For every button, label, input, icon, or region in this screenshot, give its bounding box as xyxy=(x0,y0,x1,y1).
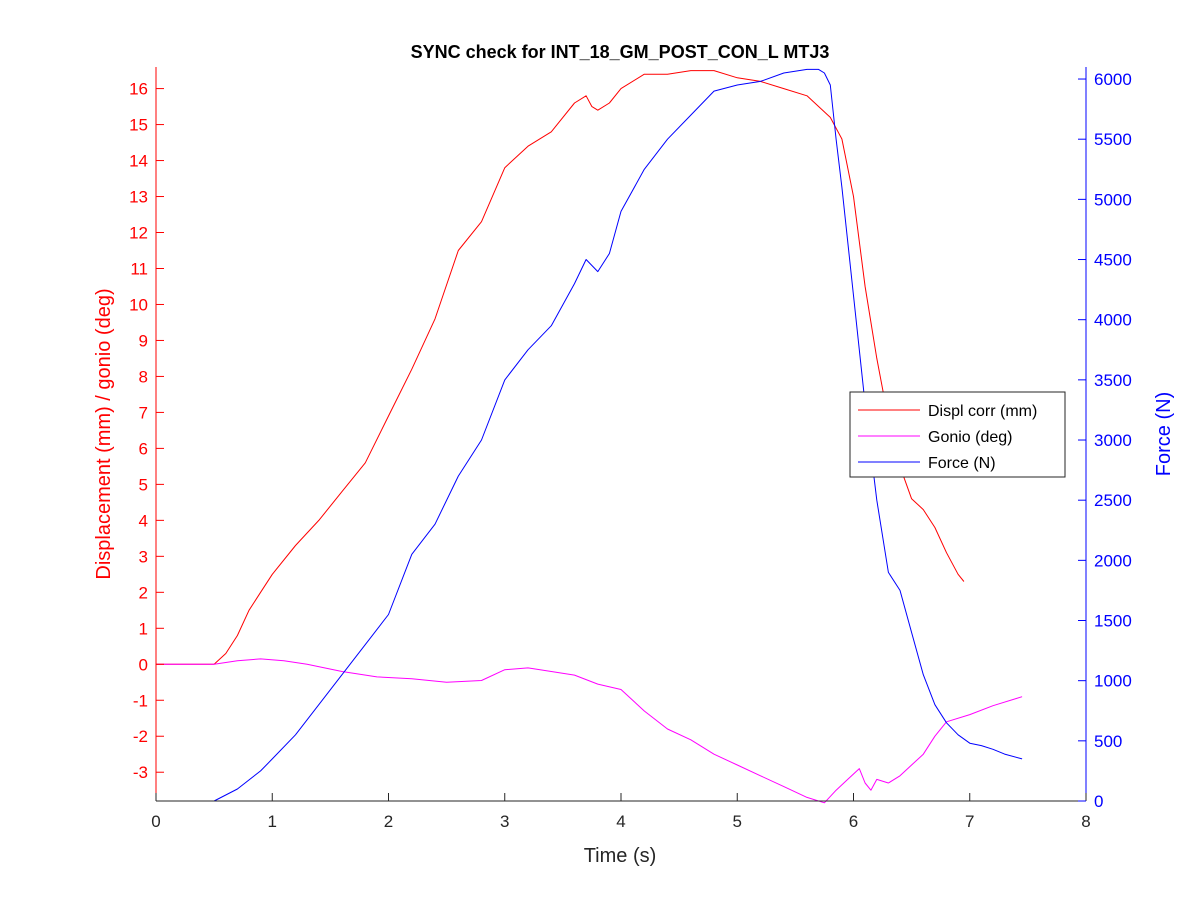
left-y-tick-label: 13 xyxy=(129,188,148,207)
right-y-tick-label: 3000 xyxy=(1094,431,1132,450)
legend-label-displ: Displ corr (mm) xyxy=(928,403,1037,420)
axes: 0 1 2 3 4 5 6 7 8-3-2-10123456789101112131415160… xyxy=(129,67,1132,831)
right-y-tick-label: 1000 xyxy=(1094,672,1132,691)
x-tick-label: 5 xyxy=(733,812,742,831)
left-y-tick-label: 10 xyxy=(129,295,148,314)
series-line-1 xyxy=(156,658,1023,804)
left-y-tick-label: 12 xyxy=(129,224,148,243)
left-y-tick-label: -2 xyxy=(133,727,148,746)
left-y-tick-label: 15 xyxy=(129,116,148,135)
legend-label-gonio: Gonio (deg) xyxy=(928,429,1013,446)
legend-box xyxy=(849,391,1066,478)
legend-label-force: Force (N) xyxy=(928,455,996,472)
x-tick-label: 0 xyxy=(151,812,160,831)
left-y-tick-label: 5 xyxy=(139,475,148,494)
left-y-tick-label: -3 xyxy=(133,763,148,782)
x-tick-label: 3 xyxy=(500,812,509,831)
left-y-tick-label: 9 xyxy=(139,331,148,350)
x-tick-label: 7 xyxy=(965,812,974,831)
left-y-tick-label: -1 xyxy=(133,691,148,710)
left-y-tick-label: 7 xyxy=(139,403,148,422)
left-y-tick-label: 2 xyxy=(139,583,148,602)
left-y-tick-label: 3 xyxy=(139,547,148,566)
x-tick-label: 8 xyxy=(1081,812,1090,831)
chart-title: SYNC check for INT_18_GM_POST_CON_L MTJ3 xyxy=(411,42,830,62)
left-y-tick-label: 0 xyxy=(139,655,148,674)
right-y-tick-label: 0 xyxy=(1094,792,1103,811)
left-y-tick-label: 8 xyxy=(139,367,148,386)
series-line-2 xyxy=(156,68,1023,802)
legend: Displ corr (mm) Gonio (deg) Force (N) xyxy=(849,391,1066,478)
x-tick-label: 4 xyxy=(616,812,625,831)
right-y-tick-label: 3500 xyxy=(1094,371,1132,390)
left-y-tick-label: 4 xyxy=(139,511,148,530)
right-y-tick-label: 2500 xyxy=(1094,491,1132,510)
right-y-tick-label: 5000 xyxy=(1094,190,1132,209)
left-y-axis-label: Displacement (mm) / gonio (deg) xyxy=(93,288,115,579)
x-tick-label: 1 xyxy=(268,812,277,831)
right-y-tick-label: 4000 xyxy=(1094,311,1132,330)
right-y-tick-label: 1500 xyxy=(1094,612,1132,631)
right-y-tick-label: 6000 xyxy=(1094,70,1132,89)
right-y-tick-label: 2000 xyxy=(1094,551,1132,570)
x-tick-label: 6 xyxy=(849,812,858,831)
right-y-axis-label: Force (N) xyxy=(1153,392,1175,476)
series-line-0 xyxy=(156,70,965,665)
left-y-tick-label: 11 xyxy=(130,259,148,278)
left-y-tick-label: 1 xyxy=(139,619,148,638)
left-y-tick-label: 16 xyxy=(129,80,148,99)
right-y-tick-label: 5500 xyxy=(1094,130,1132,149)
plot-lines xyxy=(156,68,1023,804)
left-y-tick-label: 14 xyxy=(129,152,148,171)
right-y-tick-label: 500 xyxy=(1094,732,1122,751)
x-axis-label: Time (s) xyxy=(584,845,657,867)
left-y-tick-label: 6 xyxy=(139,439,148,458)
x-tick-label: 2 xyxy=(384,812,393,831)
right-y-tick-label: 4500 xyxy=(1094,251,1132,270)
